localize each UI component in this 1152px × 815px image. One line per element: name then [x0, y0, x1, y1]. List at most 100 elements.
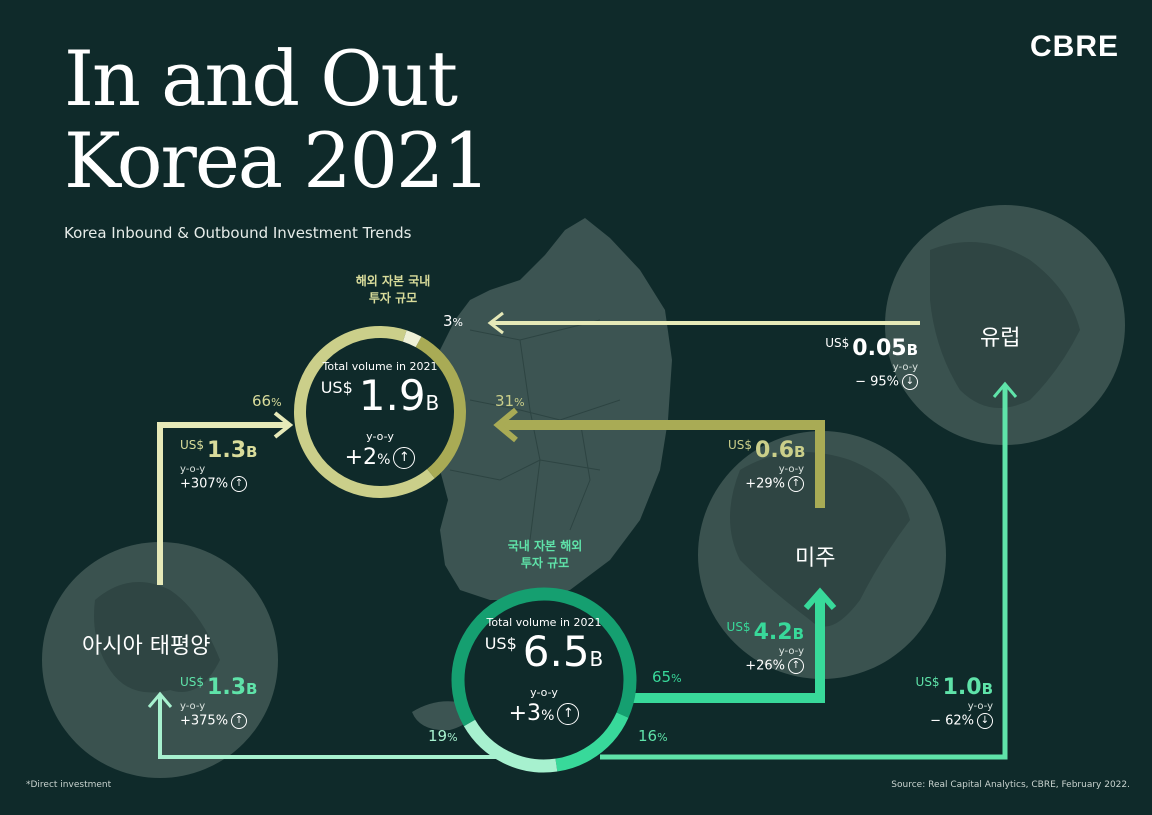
inbound-yoy-label: y-o-y: [366, 430, 394, 443]
region-label-asia-pacific: 아시아 태평양: [82, 634, 211, 659]
outbound-share-europe-value: 16: [638, 727, 658, 745]
inbound-total-amount: US$ 1.9B: [305, 373, 455, 426]
inbound-americas-amount: 0.6: [755, 438, 795, 463]
outbound-share-asia-pacific-arc: [451, 587, 637, 773]
inbound-americas-change: +29%: [745, 476, 785, 492]
outbound-americas-amount: 4.2: [753, 620, 793, 645]
inbound-stat-europe: US$ 0.05B y-o-y − 95% ↓: [822, 336, 918, 390]
inbound-americas-currency: US$: [728, 438, 753, 452]
outbound-share-americas: 65%: [652, 668, 682, 686]
flow-asia-to-korea: [157, 422, 288, 585]
flow-asia-to-korea-arrowhead: [273, 411, 294, 439]
outbound-share-americas-value: 65: [652, 668, 672, 686]
outbound-americas-currency: US$: [726, 620, 751, 634]
inbound-asia-unit: B: [246, 443, 258, 461]
inbound-amount: 1.9: [358, 371, 426, 420]
outbound-label-line1: 국내 자본 해외: [507, 539, 583, 553]
inbound-stat-asia-pacific: US$ 1.3B y-o-y +307% ↑: [180, 438, 257, 492]
inbound-asia-amount: 1.3: [207, 438, 247, 463]
flow-korea-to-europe-arrowhead: [992, 381, 1018, 398]
arrow-up-circle-icon: ↑: [788, 476, 804, 492]
region-label-americas: 미주: [795, 546, 836, 571]
inbound-share-europe-value: 3: [443, 312, 453, 330]
outbound-asia-currency: US$: [180, 675, 205, 689]
inbound-share-asia-pacific-unit: %: [271, 396, 282, 409]
inbound-center: Total volume in 2021 US$ 1.9B y-o-y +2% ↑: [305, 360, 455, 470]
outbound-stat-europe: US$ 1.0B y-o-y − 62% ↓: [905, 675, 993, 729]
inbound-donut: [294, 326, 466, 498]
outbound-europe-change: − 62%: [930, 713, 974, 729]
outbound-share-europe-arc: [451, 587, 637, 773]
inbound-europe-change: − 95%: [855, 374, 899, 390]
outbound-asia-change: +375%: [180, 713, 229, 729]
outbound-americas-change: +26%: [745, 658, 785, 674]
cbre-logo: CBRE: [1030, 30, 1120, 63]
title-line-1: In and Out: [64, 34, 458, 123]
inbound-stat-americas: US$ 0.6B y-o-y +29% ↑: [728, 438, 806, 492]
outbound-americas-unit: B: [792, 625, 804, 643]
page-subtitle: Korea Inbound & Outbound Investment Tren…: [64, 224, 412, 242]
outbound-europe-yoy-label: y-o-y: [967, 701, 993, 712]
source-note: Source: Real Capital Analytics, CBRE, Fe…: [891, 780, 1130, 790]
inbound-label: 해외 자본 국내 투자 규모: [338, 273, 448, 307]
arrow-up-circle-icon: ↑: [557, 703, 580, 725]
outbound-asia-amount: 1.3: [207, 675, 247, 700]
arrow-up-circle-icon: ↑: [231, 476, 248, 492]
outbound-europe-unit: B: [981, 680, 993, 698]
flow-korea-to-asia: [158, 695, 510, 759]
page-title: In and Out Korea 2021: [64, 34, 491, 202]
inbound-europe-amount: 0.05: [852, 336, 907, 361]
inbound-share-americas-unit: %: [514, 396, 525, 409]
outbound-label-line2: 투자 규모: [520, 556, 570, 570]
inbound-share-europe: 3%: [443, 312, 463, 330]
inbound-share-europe-arc: [294, 326, 466, 498]
outbound-share-americas-unit: %: [671, 672, 682, 685]
outbound-share-asia-pacific-unit: %: [447, 731, 458, 744]
inbound-total-label: Total volume in 2021: [322, 360, 438, 373]
inbound-americas-unit: B: [794, 443, 806, 461]
outbound-stat-americas: US$ 4.2B y-o-y +26% ↑: [722, 620, 804, 674]
outbound-asia-yoy-label: y-o-y: [180, 701, 206, 712]
arrow-up-circle-icon: ↑: [393, 447, 416, 469]
footnote: *Direct investment: [26, 780, 112, 790]
flow-americas-to-korea-arrowhead: [493, 407, 518, 443]
inbound-change-unit: %: [377, 452, 391, 468]
inbound-label-line2: 투자 규모: [368, 291, 418, 305]
inbound-label-line1: 해외 자본 국내: [355, 274, 431, 288]
arrow-up-circle-icon: ↑: [788, 658, 804, 674]
outbound-change: +3% ↑: [468, 701, 620, 726]
inbound-share-americas-value: 31: [495, 392, 515, 410]
inbound-europe-currency: US$: [825, 336, 850, 350]
region-label-europe: 유럽: [980, 326, 1021, 351]
outbound-total-amount: US$ 6.5B: [468, 629, 620, 682]
inbound-europe-unit: B: [906, 341, 918, 359]
inbound-change: +2% ↑: [305, 445, 455, 470]
flow-korea-to-asia-arrowhead: [147, 691, 173, 708]
inbound-share-europe-unit: %: [452, 316, 463, 329]
outbound-stat-asia-pacific: US$ 1.3B y-o-y +375% ↑: [180, 675, 257, 729]
arrow-down-circle-icon: ↓: [977, 713, 993, 729]
inbound-americas-yoy-label: y-o-y: [778, 464, 804, 475]
inbound-unit: B: [425, 391, 440, 415]
flow-korea-to-americas: [628, 595, 825, 703]
outbound-americas-yoy-label: y-o-y: [778, 646, 804, 657]
flow-europe-to-korea-arrowhead: [487, 311, 504, 335]
outbound-flows: [147, 381, 1018, 760]
inbound-currency: US$: [320, 378, 353, 397]
inbound-flows: [157, 311, 920, 585]
flow-korea-to-europe: [600, 385, 1008, 760]
flow-korea-to-americas-arrowhead: [803, 587, 837, 610]
outbound-asia-unit: B: [246, 680, 258, 698]
outbound-total-label: Total volume in 2021: [486, 616, 602, 629]
arrow-up-circle-icon: ↑: [231, 713, 248, 729]
inbound-change-value: +2: [344, 445, 378, 470]
inbound-share-americas: 31%: [495, 392, 525, 410]
outbound-europe-amount: 1.0: [942, 675, 982, 700]
outbound-share-europe-unit: %: [657, 731, 668, 744]
continent-shapes: [94, 242, 1080, 693]
outbound-label: 국내 자본 해외 투자 규모: [490, 538, 600, 572]
outbound-currency: US$: [484, 634, 517, 653]
arrow-down-circle-icon: ↓: [902, 374, 918, 390]
outbound-center: Total volume in 2021 US$ 6.5B y-o-y +3% ↑: [468, 616, 620, 726]
